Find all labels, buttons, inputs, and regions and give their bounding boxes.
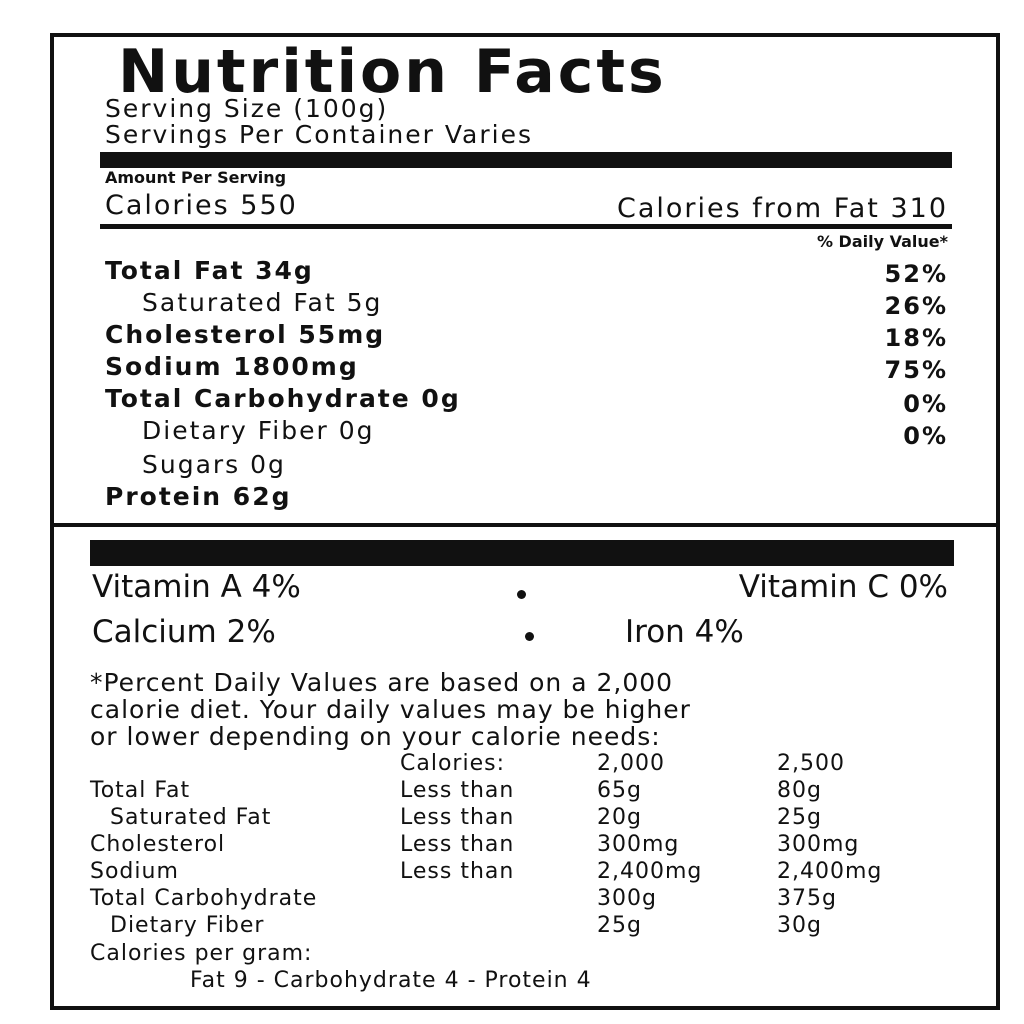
table-cell: Sodium [90,859,179,884]
table-cell: 25g [597,913,642,938]
divider [50,523,1000,527]
vitamin: Vitamin C 0% [738,569,948,605]
nutrient: Total Fat 34g [105,256,314,285]
table-cell: Less than [400,778,515,803]
nutrient: Sugars 0g [142,450,286,479]
daily-value: 75% [884,356,948,384]
daily-value: 18% [884,324,948,352]
nutrient: Sodium 1800mg [105,352,359,381]
table-cell: 80g [777,778,822,803]
table-cell: 375g [777,886,837,911]
calories-per-gram: Calories per gram: [90,941,313,966]
table-cell: Dietary Fiber [110,913,265,938]
table-cell: Less than [400,805,515,830]
table-header: Calories: [400,751,505,776]
rule [100,224,952,229]
nutrient: Saturated Fat 5g [142,288,383,317]
calories-from-fat: Calories from Fat 310 [617,193,948,224]
daily-value: 0% [903,422,948,450]
nutrient: Protein 62g [105,482,292,511]
table-header: 2,500 [777,751,845,776]
nutrient: Total Carbohydrate 0g [105,384,461,413]
daily-value: 0% [903,390,948,418]
calories: Calories 550 [105,190,298,221]
table-cell: Less than [400,832,515,857]
table-cell: 25g [777,805,822,830]
bullet [517,590,526,599]
thick-rule [100,152,952,168]
vitamin: Vitamin A 4% [92,569,301,605]
footnote: calorie diet. Your daily values may be h… [90,695,691,724]
title: Nutrition Facts [118,37,667,107]
border [50,33,54,1010]
table-cell: 300mg [597,832,680,857]
nutrient: Cholesterol 55mg [105,320,386,349]
thick-rule [90,540,954,566]
table-cell: 300mg [777,832,860,857]
border [50,1006,1000,1010]
servings: Servings Per Container Varies [105,120,533,149]
table-cell: 2,400mg [597,859,703,884]
calories-per-gram-values: Fat 9 - Carbohydrate 4 - Protein 4 [190,968,592,993]
table-cell: Less than [400,859,515,884]
footnote: or lower depending on your calorie needs… [90,722,661,751]
bullet [525,632,534,641]
table-cell: 65g [597,778,642,803]
daily-value: 52% [884,260,948,288]
border [996,33,1000,1010]
table-cell: 2,400mg [777,859,883,884]
vitamin: Iron 4% [625,614,744,650]
table-cell: 30g [777,913,822,938]
daily-value: 26% [884,292,948,320]
border [50,33,1000,37]
serving-size: Serving Size (100g) [105,94,389,123]
amount-label: Amount Per Serving [105,168,287,187]
table-cell: Cholesterol [90,832,226,857]
daily-value-label: % Daily Value* [816,232,948,251]
vitamin: Calcium 2% [92,614,276,650]
table-cell: 20g [597,805,642,830]
footnote: *Percent Daily Values are based on a 2,0… [90,668,674,697]
table-cell: Total Carbohydrate [90,886,318,911]
table-header: 2,000 [597,751,665,776]
table-cell: 300g [597,886,657,911]
table-cell: Saturated Fat [110,805,272,830]
nutrient: Dietary Fiber 0g [142,416,375,445]
table-cell: Total Fat [90,778,191,803]
